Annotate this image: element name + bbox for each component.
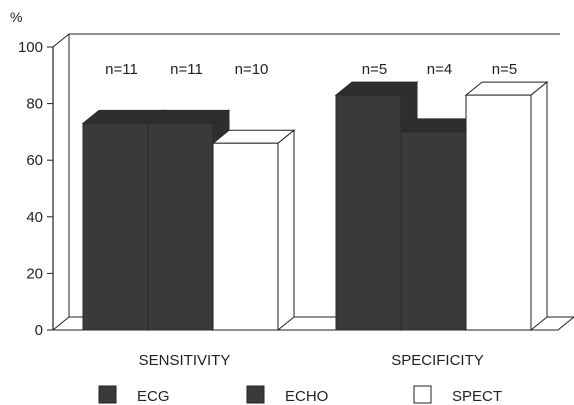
n-label: n=5: [362, 61, 387, 78]
n-label: n=10: [235, 61, 269, 78]
bar-side: [530, 81, 548, 332]
legend-label: SPECT: [452, 388, 502, 405]
category-labels: SENSITIVITY SPECIFICITY: [139, 352, 484, 369]
legend-label: ECG: [137, 388, 170, 405]
annotations: n=11 n=11 n=10 n=5 n=4 n=5: [105, 61, 517, 78]
n-label: n=4: [427, 61, 452, 78]
legend-swatch: [98, 385, 117, 404]
bar: [335, 94, 402, 331]
bar: [465, 94, 532, 331]
n-label: n=5: [492, 61, 517, 78]
bar: [82, 122, 149, 331]
bars: [81, 81, 549, 332]
y-tick-label: 20: [26, 265, 43, 282]
legend-swatch: [413, 385, 432, 404]
category-label: SPECIFICITY: [391, 352, 484, 369]
bar: [212, 142, 279, 331]
bar: [400, 131, 467, 331]
y-tick-label: 60: [26, 152, 43, 169]
bar: [147, 122, 214, 331]
legend-label: ECHO: [285, 388, 328, 405]
y-tick-label: 80: [26, 96, 43, 113]
bar-side: [277, 129, 295, 332]
legend: ECG ECHO SPECT: [98, 385, 502, 405]
y-tick-label: 0: [35, 322, 43, 339]
n-label: n=11: [105, 61, 138, 78]
legend-swatch: [246, 385, 265, 404]
category-label: SENSITIVITY: [139, 352, 231, 369]
n-label: n=11: [170, 61, 203, 78]
y-tick-label: 100: [18, 39, 43, 56]
y-unit-label: %: [10, 9, 22, 25]
y-tick-label: 40: [26, 209, 43, 226]
back-wall-top: [52, 33, 560, 48]
